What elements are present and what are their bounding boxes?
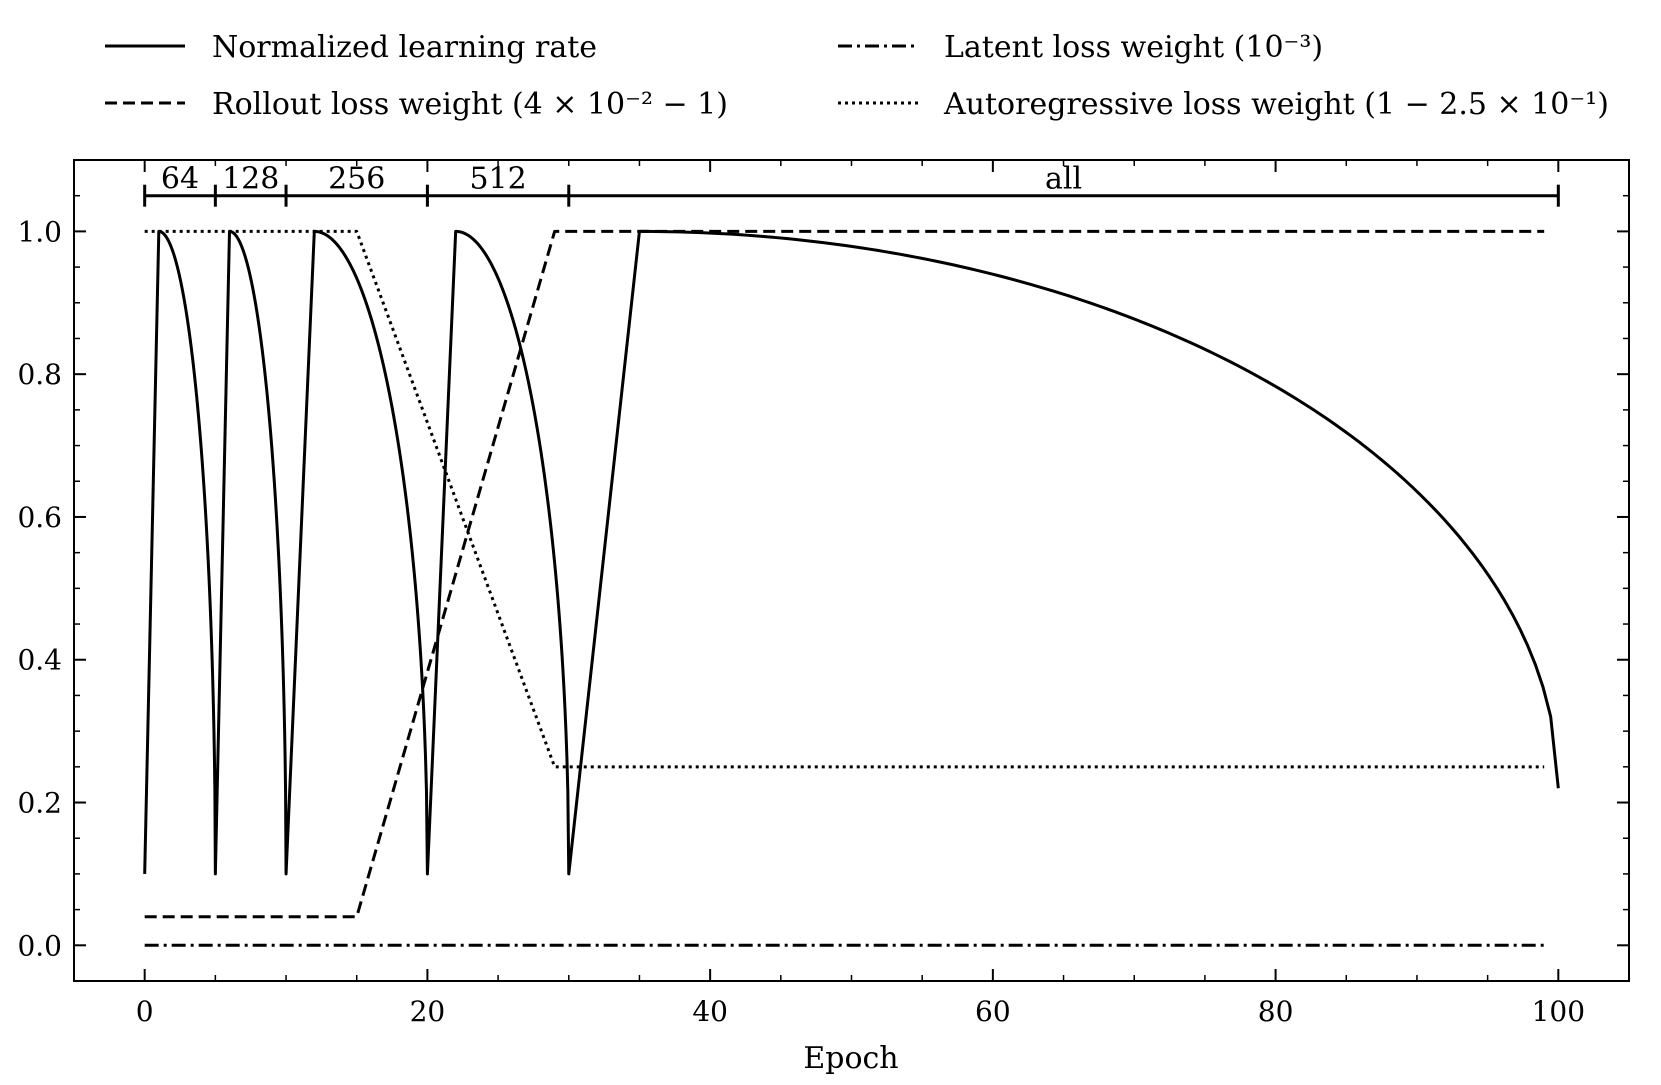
plot-frame [73,159,1630,982]
y-tick-label: 0.0 [17,929,62,962]
x-axis-label: Epoch [803,1041,898,1076]
y-tick-label: 0.6 [17,501,62,534]
series-line-rollout [144,229,1545,919]
segment-bar: 64 128 256 512 all [143,162,1560,207]
y-tick-label: 0.4 [17,644,62,677]
segment-label-512: 512 [469,162,526,197]
legend-text-lr: Normalized learning rate [212,30,597,65]
segment-label-128: 128 [222,162,279,197]
legend: Normalized learning rate Latent loss wei… [105,30,1609,122]
legend-text-rollout: Rollout loss weight (4 × 10⁻² − 1) [212,87,728,122]
segment-label-64: 64 [161,162,199,197]
series-line-lr [143,229,1560,876]
y-tick-label: 0.8 [17,358,62,391]
segment-label-256: 256 [328,162,385,197]
axis-ticks [73,160,1630,982]
y-tick-label: 1.0 [17,215,62,248]
legend-text-autoreg: Autoregressive loss weight (1 − 2.5 × 10… [943,87,1609,122]
x-tick-label: 60 [975,995,1011,1028]
series-line-autoreg [144,229,1545,769]
x-tick-label: 20 [410,995,446,1028]
series-lines [143,229,1560,947]
legend-text-latent: Latent loss weight (10⁻³) [944,30,1323,65]
axis-tick-labels: 0 20 40 60 80 100 0.0 0.2 0.4 0.6 0.8 1.0 [17,215,1585,1028]
x-tick-label: 80 [1258,995,1294,1028]
y-tick-label: 0.2 [17,787,62,820]
x-tick-label: 0 [136,995,154,1028]
x-tick-label: 100 [1532,995,1585,1028]
segment-label-all: all [1045,162,1082,197]
x-tick-label: 40 [692,995,728,1028]
